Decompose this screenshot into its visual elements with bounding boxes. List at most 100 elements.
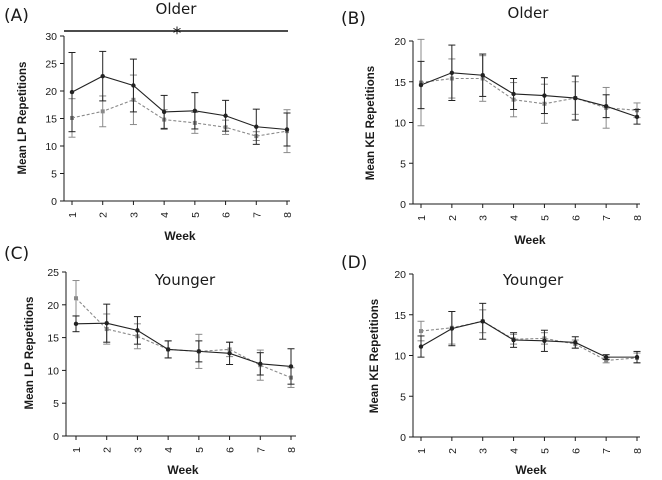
y-tick-label: 0: [51, 196, 57, 208]
panel-title: Older: [508, 4, 550, 22]
x-axis-label: Week: [515, 463, 546, 477]
y-tick-label: 25: [45, 59, 57, 71]
x-axis-label: Week: [514, 233, 545, 247]
plot-area: 0 5 10 15 20 25 1 2 3 4 5 6 7 8: [47, 267, 298, 453]
y-tick-label: 0: [400, 432, 406, 444]
data-point: [258, 361, 263, 367]
data-point: [131, 83, 136, 88]
data-point: [603, 104, 609, 109]
x-tick-label: 7: [255, 447, 267, 453]
data-point: [511, 337, 516, 343]
series-line-solid: [420, 72, 638, 118]
y-tick-label: 5: [400, 391, 406, 403]
significance-marker: *: [173, 24, 182, 44]
series-line-solid: [75, 322, 292, 368]
data-point: [542, 93, 547, 98]
y-tick-label: 30: [45, 31, 57, 43]
data-point: [573, 340, 578, 345]
data-point: [449, 70, 455, 75]
x-tick-label: 4: [163, 447, 175, 453]
series-line-dashed: [420, 77, 638, 111]
x-tick-label: 8: [286, 447, 298, 453]
y-tick-label: 5: [400, 158, 406, 170]
x-tick-label: 2: [447, 215, 459, 221]
data-point: [73, 321, 79, 327]
data-point: [196, 349, 202, 354]
x-tick-label: 5: [190, 212, 202, 218]
panel-b: (B) Older Mean KE Repetitions Week 0 5 10 1…: [341, 4, 644, 247]
panel-title: Older: [156, 0, 198, 18]
plot-area: 0 5 10 15 20 25 30 1 2 3 4 5 6 7 8 *: [45, 24, 294, 218]
panel-title: Younger: [502, 271, 564, 289]
x-tick-label: 2: [447, 448, 459, 454]
x-tick-label: 3: [132, 447, 144, 453]
y-tick-label: 15: [394, 310, 406, 322]
data-point: [254, 124, 259, 129]
data-point: [634, 114, 640, 119]
data-point: [223, 113, 228, 118]
y-tick-label: 5: [51, 169, 57, 181]
panel-title: Younger: [154, 271, 216, 289]
data-point: [604, 358, 609, 363]
y-tick-label: 10: [47, 365, 59, 377]
y-tick-label: 20: [394, 36, 406, 48]
data-point: [74, 296, 78, 301]
panel-label: (B): [341, 9, 366, 29]
data-point: [542, 338, 547, 344]
x-tick-label: 5: [539, 215, 551, 221]
data-point: [227, 351, 232, 356]
series-line-dashed: [71, 99, 288, 137]
y-tick-label: 10: [394, 118, 406, 130]
x-tick-label: 1: [67, 212, 79, 218]
data-point: [288, 364, 294, 369]
plot-area: 0 5 10 15 20 1 2 3 4 5 6 7 8: [394, 36, 644, 221]
panel-label: (D): [341, 253, 367, 273]
data-point: [418, 344, 424, 349]
plot-area: 0 5 10 15 20 1 2 3 4 5 6 7 8: [394, 269, 644, 454]
x-tick-label: 4: [509, 215, 521, 221]
y-tick-label: 15: [47, 333, 59, 345]
x-tick-label: 8: [282, 212, 294, 218]
data-point: [192, 108, 198, 114]
data-point: [104, 320, 109, 326]
y-tick-label: 5: [53, 398, 59, 410]
y-tick-label: 20: [45, 86, 57, 98]
panel-d: (D) Younger Mean KE Repetitions Week 0 5 1…: [341, 253, 644, 477]
data-point: [284, 127, 290, 132]
panel-label: (C): [4, 244, 29, 264]
x-tick-label: 1: [71, 447, 83, 453]
y-axis-label: Mean KE Repetitions: [365, 66, 377, 180]
y-tick-label: 25: [47, 267, 59, 279]
x-tick-label: 6: [570, 448, 582, 454]
x-tick-label: 6: [225, 447, 237, 453]
data-point: [135, 328, 140, 333]
data-point: [449, 326, 455, 331]
x-tick-label: 2: [98, 212, 110, 218]
x-tick-label: 7: [601, 448, 613, 454]
y-tick-label: 20: [47, 300, 59, 312]
series-line-solid: [71, 75, 288, 131]
data-point: [480, 73, 485, 78]
data-point: [69, 89, 75, 95]
y-tick-label: 10: [394, 351, 406, 363]
x-tick-label: 8: [632, 448, 644, 454]
y-tick-label: 20: [394, 269, 406, 281]
series-line-solid: [420, 320, 637, 358]
x-tick-label: 4: [159, 212, 171, 218]
x-tick-label: 1: [416, 448, 428, 454]
x-tick-label: 5: [539, 448, 551, 454]
x-tick-label: 5: [194, 447, 206, 453]
x-tick-label: 6: [570, 215, 582, 221]
y-tick-label: 15: [45, 114, 57, 126]
data-point: [603, 354, 609, 360]
series-line-dashed: [420, 320, 638, 361]
y-axis-label: Mean LP Repetitions: [24, 297, 36, 410]
y-tick-label: 10: [45, 141, 57, 153]
data-point: [480, 319, 485, 324]
x-tick-label: 8: [632, 215, 644, 221]
data-point: [634, 354, 640, 360]
x-tick-label: 6: [221, 212, 233, 218]
data-point: [419, 329, 423, 334]
y-tick-label: 0: [53, 431, 59, 443]
data-point: [161, 109, 167, 115]
